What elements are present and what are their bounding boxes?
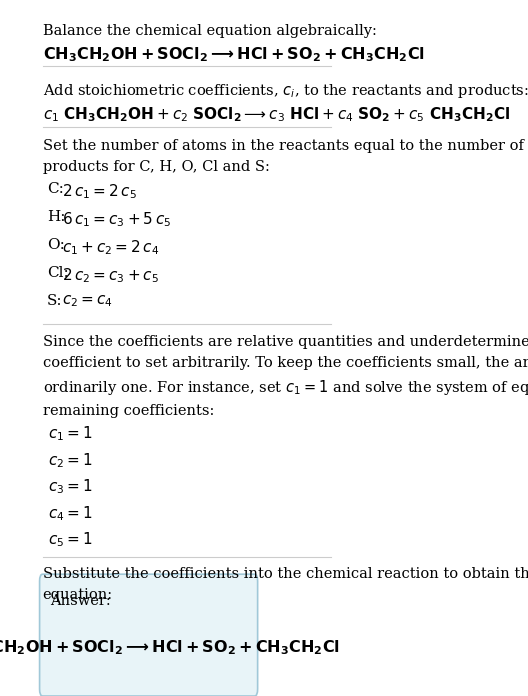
Text: Answer:: Answer: (50, 594, 111, 608)
Text: Add stoichiometric coefficients, $c_i$, to the reactants and products:: Add stoichiometric coefficients, $c_i$, … (43, 82, 528, 100)
FancyBboxPatch shape (40, 574, 258, 696)
Text: $\mathbf{CH_3CH_2OH + SOCl_2 \longrightarrow HCl + SO_2 + CH_3CH_2Cl}$: $\mathbf{CH_3CH_2OH + SOCl_2 \longrighta… (0, 639, 340, 658)
Text: O:: O: (47, 238, 65, 252)
Text: Since the coefficients are relative quantities and underdetermined, choose a
coe: Since the coefficients are relative quan… (43, 335, 528, 418)
Text: Substitute the coefficients into the chemical reaction to obtain the balanced
eq: Substitute the coefficients into the che… (43, 567, 528, 602)
Text: $2\,c_1 = 2\,c_5$: $2\,c_1 = 2\,c_5$ (62, 182, 137, 201)
Text: Cl:: Cl: (47, 266, 69, 280)
Text: $c_1 + c_2 = 2\,c_4$: $c_1 + c_2 = 2\,c_4$ (62, 238, 159, 257)
Text: $c_1 = 1$: $c_1 = 1$ (49, 425, 93, 443)
Text: $\mathbf{CH_3CH_2OH + SOCl_2 \longrightarrow HCl + SO_2 + CH_3CH_2Cl}$: $\mathbf{CH_3CH_2OH + SOCl_2 \longrighta… (43, 45, 425, 64)
Text: $c_2 = c_4$: $c_2 = c_4$ (62, 294, 112, 310)
Text: Set the number of atoms in the reactants equal to the number of atoms in the
pro: Set the number of atoms in the reactants… (43, 139, 528, 174)
Text: C:: C: (47, 182, 64, 196)
Text: H:: H: (47, 210, 65, 224)
Text: $c_4 = 1$: $c_4 = 1$ (49, 504, 93, 523)
Text: $c_1\ \mathbf{CH_3CH_2OH} + c_2\ \mathbf{SOCl_2} \longrightarrow c_3\ \mathbf{HC: $c_1\ \mathbf{CH_3CH_2OH} + c_2\ \mathbf… (43, 106, 510, 125)
Text: $2\,c_2 = c_3 + c_5$: $2\,c_2 = c_3 + c_5$ (62, 266, 159, 285)
Text: $6\,c_1 = c_3 + 5\,c_5$: $6\,c_1 = c_3 + 5\,c_5$ (62, 210, 171, 229)
Text: S:: S: (47, 294, 63, 308)
Text: Balance the chemical equation algebraically:: Balance the chemical equation algebraica… (43, 24, 376, 38)
Text: $c_2 = 1$: $c_2 = 1$ (49, 451, 93, 470)
Text: $c_3 = 1$: $c_3 = 1$ (49, 477, 93, 496)
Text: $c_5 = 1$: $c_5 = 1$ (49, 530, 93, 549)
